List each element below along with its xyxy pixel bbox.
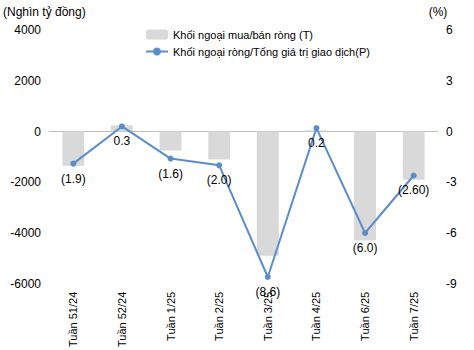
svg-text:2000: 2000	[14, 74, 41, 88]
svg-text:-4000: -4000	[10, 226, 41, 240]
svg-text:Tuần 52/24: Tuần 52/24	[116, 292, 128, 347]
svg-text:(2.0): (2.0)	[207, 173, 232, 187]
svg-text:Tuần 6/25: Tuần 6/25	[359, 292, 371, 341]
svg-text:Tuần 2/25: Tuần 2/25	[213, 292, 225, 341]
svg-text:Tuần 51/24: Tuần 51/24	[67, 292, 79, 347]
svg-text:4000: 4000	[14, 23, 41, 37]
svg-text:Khối ngoại mua/bán ròng (T): Khối ngoại mua/bán ròng (T)	[173, 29, 313, 41]
svg-text:0: 0	[34, 125, 41, 139]
svg-text:Tuần 7/25: Tuần 7/25	[408, 292, 420, 341]
svg-text:0.3: 0.3	[114, 134, 131, 148]
svg-text:-6000: -6000	[10, 277, 41, 291]
svg-text:(1.6): (1.6)	[158, 167, 183, 181]
svg-text:Khối ngoại ròng/Tổng giá trị g: Khối ngoại ròng/Tổng giá trị giao dịch(P…	[173, 46, 370, 58]
svg-text:-2000: -2000	[10, 175, 41, 189]
svg-text:(8.6): (8.6)	[255, 285, 280, 299]
svg-text:(%): (%)	[429, 5, 448, 19]
svg-text:(2.60): (2.60)	[398, 183, 429, 197]
svg-text:Tuần 1/25: Tuần 1/25	[165, 292, 177, 341]
svg-text:0.2: 0.2	[308, 136, 325, 150]
svg-text:-3: -3	[446, 175, 457, 189]
svg-text:-9: -9	[446, 277, 457, 291]
svg-text:(Nghìn tỷ đồng): (Nghìn tỷ đồng)	[3, 5, 86, 19]
svg-text:3: 3	[446, 74, 453, 88]
svg-text:Tuần 3/25: Tuần 3/25	[262, 292, 274, 341]
svg-text:6: 6	[446, 23, 453, 37]
svg-text:(1.9): (1.9)	[61, 172, 86, 186]
svg-text:0: 0	[446, 125, 453, 139]
svg-text:(6.0): (6.0)	[353, 241, 378, 255]
svg-text:Tuần 4/25: Tuần 4/25	[310, 292, 322, 341]
svg-text:-6: -6	[446, 226, 457, 240]
